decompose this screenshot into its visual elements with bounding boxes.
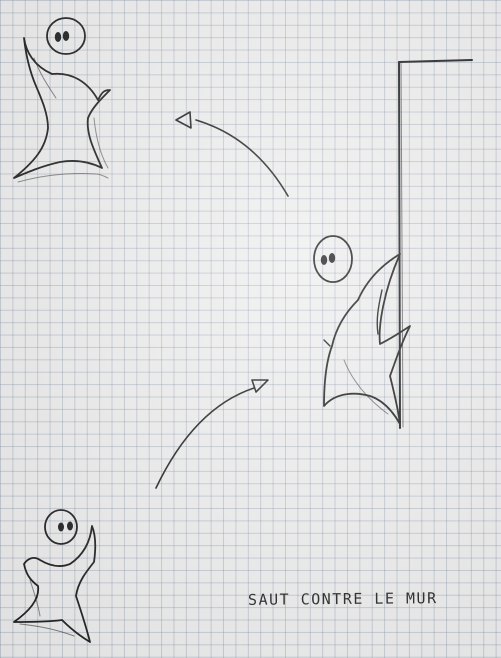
- wall: [398, 59, 473, 429]
- stick-figure-standing: [13, 509, 97, 643]
- stick-figure-on-wall: [313, 235, 411, 425]
- arrow-upper: [175, 111, 289, 197]
- stick-figure-jumping: [13, 17, 111, 183]
- caption-text: SAUT CONTRE LE MUR: [247, 589, 438, 609]
- arrow-lower: [155, 379, 269, 489]
